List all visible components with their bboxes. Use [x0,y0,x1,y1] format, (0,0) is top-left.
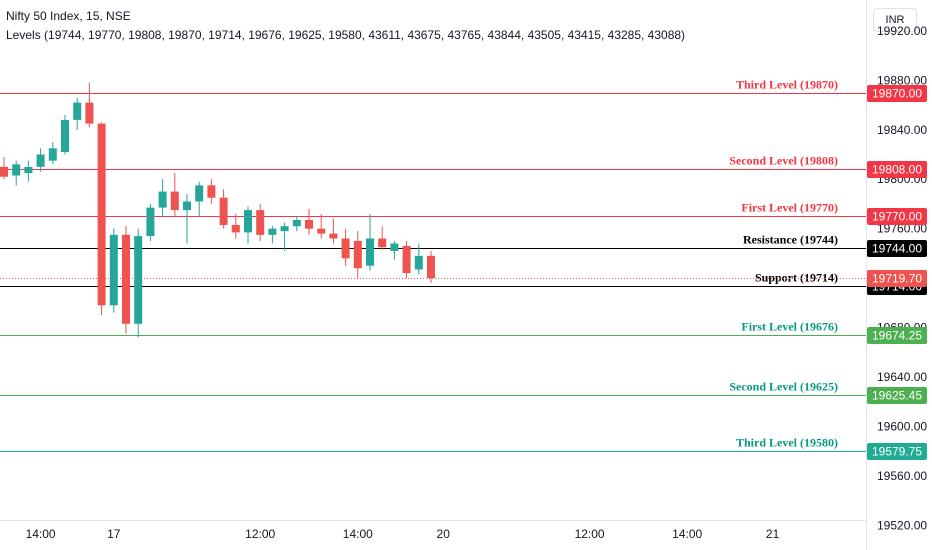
candle-body [0,166,8,177]
candle-body [390,243,399,251]
y-tick-label: 19640.00 [877,370,927,384]
candle-body [366,238,374,266]
x-tick-label: 14:00 [672,527,702,541]
candle-body [109,234,118,306]
candles-layer [0,82,435,338]
candle-body [305,220,313,229]
candle-body [134,236,143,324]
chart-title: Nifty 50 Index, 15, NSE [6,9,131,23]
y-tick-label: 19840.00 [877,123,927,137]
x-tick-label: 12:00 [245,527,275,541]
x-tick-label: 12:00 [575,527,605,541]
x-tick-label: 21 [766,527,780,541]
candle-body [317,228,326,234]
level-label: Second Level (19808) [729,154,838,168]
candle-body [219,197,228,225]
currency-button[interactable]: INR [873,8,917,32]
y-tick-label: 19760.00 [877,222,927,236]
level-price-tag [867,387,927,404]
indicator-legend[interactable]: Levels (19744, 19770, 19808, 19870, 1971… [6,28,686,42]
level-label: Third Level (19580) [736,436,838,450]
level-price-tag [867,240,927,257]
level-label: Second Level (19625) [729,380,838,394]
x-tick-label: 17 [107,527,121,541]
candle-body [207,185,216,198]
price-labels: 19870.0019808.0019770.0019744.0019714.00… [867,85,927,460]
level-price-text: 19674.25 [872,329,922,343]
level-price-text: 19744.00 [872,242,922,256]
level-price-text: 19625.45 [872,389,922,403]
y-tick-label: 19600.00 [877,419,927,433]
level-price-text: 19770.00 [872,210,922,224]
level-price-tag [867,327,927,344]
y-tick-label: 19520.00 [877,518,927,532]
candle-body [170,191,179,211]
level-price-tag [867,161,927,178]
time-axis[interactable]: 14:00 17 12:00 14:00 20 12:00 14:00 21 [26,527,780,541]
level-price-tag [867,208,927,225]
candle-body [61,119,69,153]
level-label: First Level (19770) [741,201,838,215]
y-tick-label: 19880.00 [877,73,927,87]
level-label: Support (19714) [755,271,838,285]
level-price-text: 19808.00 [872,163,922,177]
candle-body [244,210,252,233]
level-price-text: 19870.00 [872,87,922,101]
x-tick-label: 20 [437,527,451,541]
last-price-tag [867,270,927,287]
y-tick-label: 19560.00 [877,469,927,483]
candle-body [329,233,338,239]
level-price-tag [867,85,927,102]
candle-body [256,210,265,235]
candle-body [341,238,350,259]
candle-body [73,102,82,120]
x-tick-label: 14:00 [26,527,56,541]
level-label: First Level (19676) [741,320,838,334]
candle-body [122,234,130,324]
x-tick-label: 14:00 [343,527,373,541]
candle-body [85,102,94,124]
level-price-text: 19579.75 [872,445,922,459]
candle-body [183,201,191,211]
level-label: Resistance (19744) [743,233,838,247]
candle-body [414,255,423,270]
candle-body [353,241,362,269]
y-tick-label: 19920.00 [877,24,927,38]
level-price-tag [867,443,927,460]
candle-body [292,220,301,227]
candle-body [97,123,106,306]
candle-body [402,245,411,274]
candle-body [146,207,155,237]
candle-body [280,226,289,232]
candle-body [231,224,240,233]
candle-body [12,164,21,176]
last-price-text: 19719.70 [872,272,922,286]
candle-body [427,255,435,279]
candle-body [36,154,45,167]
candle-body [24,166,33,174]
candle-body [378,238,387,248]
candle-body [195,185,204,202]
levels-layer: Third Level (19870) Second Level (19808) F… [0,78,866,452]
level-label: Third Level (19870) [736,78,838,92]
candle-body [268,228,277,235]
candle-body [48,148,57,161]
candle-body [158,191,167,208]
